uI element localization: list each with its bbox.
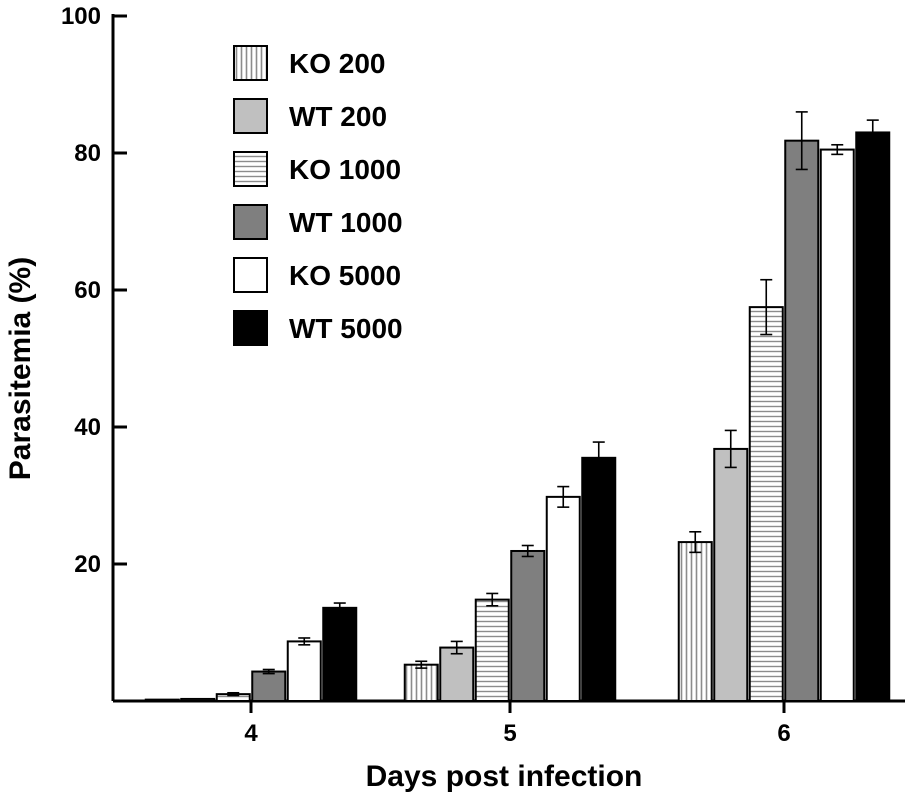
bar-wt-200-day-6 [713, 447, 749, 703]
bar-wt-5000-day-4 [322, 606, 358, 703]
error-bar [689, 531, 702, 554]
error-bar [557, 485, 570, 508]
error-bar [262, 668, 275, 675]
x-tick-label: 4 [244, 720, 258, 747]
bar-ko-200-day-4 [144, 698, 180, 703]
error-bar [866, 119, 879, 146]
bar-ko-5000-day-4 [286, 640, 322, 703]
y-tick-label: 40 [74, 414, 101, 441]
error-bar [227, 691, 240, 697]
x-tick-label: 6 [777, 720, 790, 747]
bar-wt-1000-day-6 [784, 139, 820, 703]
error-bar [415, 660, 428, 669]
bar-ko-5000-day-6 [819, 148, 855, 702]
bar-wt-5000-day-5 [581, 456, 617, 703]
error-bar [724, 429, 737, 469]
error-bar [831, 143, 844, 156]
error-bar [450, 640, 463, 655]
error-bar [592, 441, 605, 475]
y-axis-title: Parasitemia (%) [4, 257, 37, 480]
x-axis-title: Days post infection [366, 760, 643, 793]
error-bar [521, 544, 534, 558]
legend-swatch-wt-1000 [233, 204, 268, 240]
legend-label: WT 200 [289, 101, 387, 132]
error-bar [298, 637, 311, 646]
error-bar [333, 602, 346, 614]
x-tick-label: 5 [503, 720, 516, 747]
error-bar [486, 592, 499, 607]
labels: 20 40 60 80 100 4 5 6 Days post infection Parasit… [4, 3, 791, 793]
bar-ko-200-day-6 [677, 541, 713, 703]
bar-wt-200-day-4 [180, 697, 216, 703]
legend-label: WT 5000 [289, 313, 403, 344]
legend-label: KO 5000 [289, 260, 401, 291]
y-tick-label: 20 [74, 551, 101, 578]
legend-label: KO 200 [289, 48, 386, 79]
bar-ko-5000-day-5 [545, 495, 581, 702]
y-tick-label: 100 [61, 3, 101, 30]
bar-ko-1000-day-6 [748, 306, 784, 702]
y-tick-label: 60 [74, 277, 101, 304]
y-tick-label: 80 [74, 140, 101, 167]
legend-swatch-ko-200 [233, 45, 268, 81]
legend: KO 200 WT 200 KO 1000 WT 1000 KO 5000 WT 5000 [233, 45, 403, 346]
error-bars [227, 111, 879, 697]
legend-swatch-wt-5000 [233, 310, 268, 346]
legend-label: WT 1000 [289, 207, 403, 238]
error-bar [760, 278, 773, 336]
bar-wt-1000-day-4 [251, 670, 287, 702]
legend-swatch-ko-5000 [233, 257, 268, 293]
bar-wt-5000-day-6 [855, 131, 891, 702]
error-bar [795, 111, 808, 171]
legend-label: KO 1000 [289, 154, 401, 185]
legend-swatch-ko-1000 [233, 151, 268, 187]
bar-ko-200-day-5 [403, 663, 439, 703]
bar-wt-1000-day-5 [510, 549, 546, 702]
legend-swatch-wt-200 [233, 98, 268, 134]
bars [144, 131, 891, 703]
bar-ko-1000-day-5 [474, 598, 510, 702]
bar-wt-200-day-5 [439, 646, 475, 703]
